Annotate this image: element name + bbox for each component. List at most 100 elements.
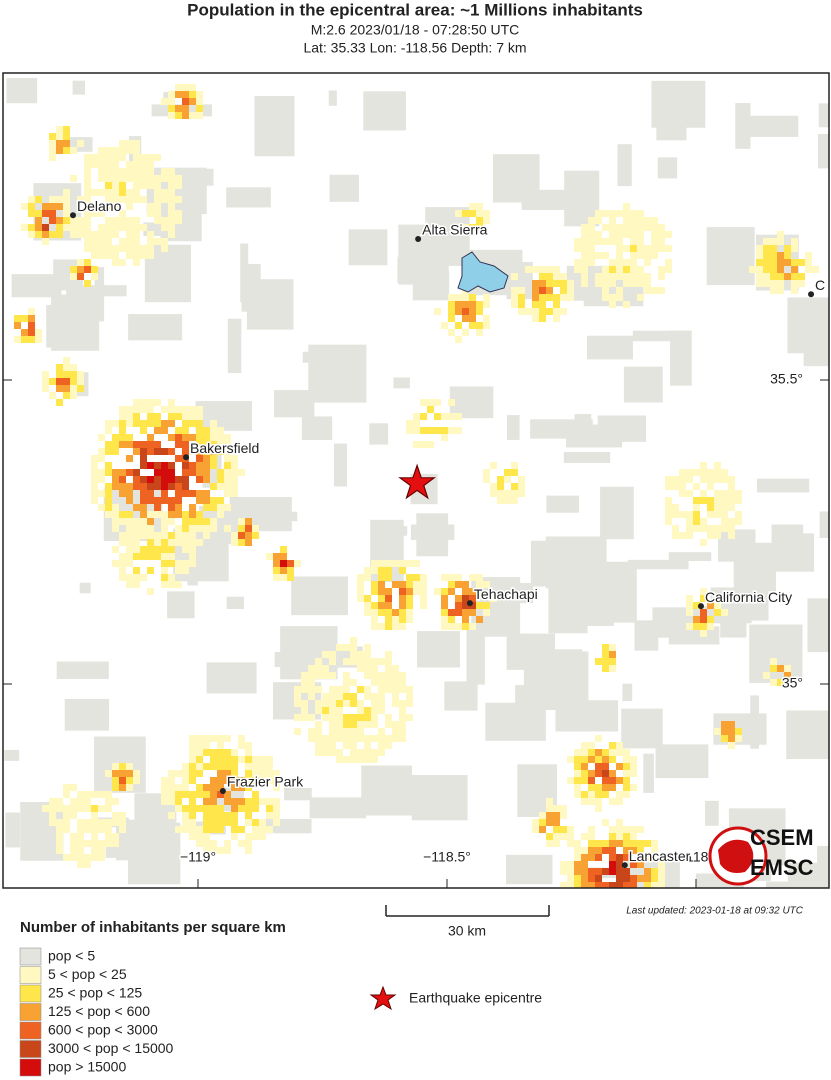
populated-cell (147, 511, 154, 518)
populated-cell (140, 161, 147, 168)
populated-cell (182, 91, 189, 98)
populated-cell (238, 840, 245, 847)
populated-cell (161, 798, 168, 805)
populated-cell (126, 140, 133, 147)
populated-cell (623, 777, 630, 784)
populated-cell (133, 777, 140, 784)
populated-cell (49, 210, 56, 217)
populated-cell (175, 217, 182, 224)
populated-cell (259, 770, 266, 777)
populated-cell (476, 602, 483, 609)
populated-cell (630, 833, 637, 840)
populated-cell (224, 777, 231, 784)
populated-cell (154, 189, 161, 196)
populated-cell (252, 777, 259, 784)
populated-cell (609, 217, 616, 224)
populated-cell (154, 175, 161, 182)
populated-cell (231, 756, 238, 763)
populated-cell (182, 770, 189, 777)
logo-text: EMSC (750, 855, 814, 880)
populated-cell (224, 483, 231, 490)
populated-cell (364, 665, 371, 672)
populated-cell (609, 847, 616, 854)
populated-cell (140, 196, 147, 203)
populated-cell (693, 525, 700, 532)
populated-cell (56, 147, 63, 154)
populated-cell (217, 826, 224, 833)
populated-cell (448, 399, 455, 406)
populated-cell (630, 756, 637, 763)
populated-cell (77, 224, 84, 231)
populated-cell (364, 756, 371, 763)
populated-cell (273, 567, 280, 574)
populated-cell (245, 805, 252, 812)
populated-cell (602, 651, 609, 658)
populated-cell (483, 217, 490, 224)
populated-cell (140, 546, 147, 553)
low-density-area (226, 187, 271, 208)
low-density-area (735, 103, 751, 149)
populated-cell (315, 721, 322, 728)
low-density-area (750, 695, 760, 749)
populated-cell (119, 539, 126, 546)
populated-cell (462, 616, 469, 623)
populated-cell (63, 140, 70, 147)
populated-cell (385, 560, 392, 567)
populated-cell (616, 917, 623, 924)
populated-cell (609, 833, 616, 840)
populated-cell (427, 427, 434, 434)
populated-cell (168, 469, 175, 476)
populated-cell (182, 525, 189, 532)
populated-cell (399, 686, 406, 693)
populated-cell (238, 756, 245, 763)
low-density-area (46, 305, 77, 348)
populated-cell (777, 259, 784, 266)
low-density-area (284, 787, 312, 801)
populated-cell (602, 840, 609, 847)
populated-cell (700, 497, 707, 504)
populated-cell (77, 826, 84, 833)
populated-cell (329, 672, 336, 679)
populated-cell (539, 266, 546, 273)
populated-cell (280, 553, 287, 560)
populated-cell (42, 238, 49, 245)
populated-cell (63, 371, 70, 378)
low-density-area (745, 115, 799, 137)
populated-cell (42, 378, 49, 385)
populated-cell (469, 315, 476, 322)
populated-cell (140, 490, 147, 497)
populated-cell (581, 903, 588, 910)
populated-cell (777, 273, 784, 280)
populated-cell (252, 791, 259, 798)
populated-cell (385, 686, 392, 693)
populated-cell (665, 497, 672, 504)
populated-cell (91, 819, 98, 826)
populated-cell (189, 511, 196, 518)
populated-cell (532, 826, 539, 833)
populated-cell (182, 490, 189, 497)
populated-cell (266, 826, 273, 833)
populated-cell (595, 840, 602, 847)
populated-cell (784, 665, 791, 672)
populated-cell (140, 399, 147, 406)
populated-cell (574, 749, 581, 756)
populated-cell (189, 518, 196, 525)
low-density-area (548, 585, 588, 634)
title: Population in the epicentral area: ~1 Mi… (187, 0, 643, 19)
populated-cell (63, 196, 70, 203)
populated-cell (329, 707, 336, 714)
populated-cell (525, 308, 532, 315)
populated-cell (280, 560, 287, 567)
populated-cell (126, 455, 133, 462)
populated-cell (532, 315, 539, 322)
populated-cell (98, 224, 105, 231)
populated-cell (371, 567, 378, 574)
populated-cell (581, 882, 588, 888)
populated-cell (126, 217, 133, 224)
populated-cell (504, 476, 511, 483)
populated-cell (315, 672, 322, 679)
populated-cell (217, 805, 224, 812)
populated-cell (49, 798, 56, 805)
populated-cell (413, 427, 420, 434)
populated-cell (182, 763, 189, 770)
